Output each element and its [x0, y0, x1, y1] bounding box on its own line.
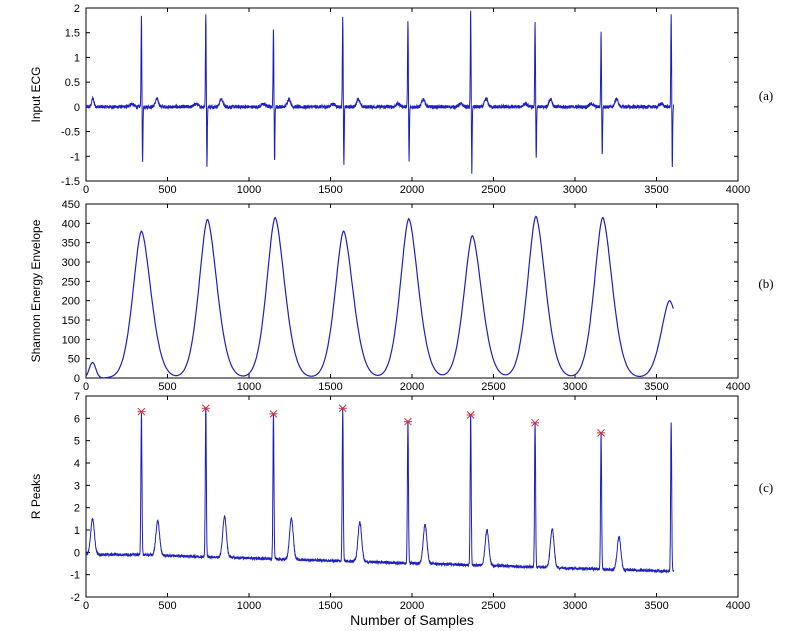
x-tick-label: 4000: [726, 381, 750, 393]
x-tick-label: 500: [158, 381, 176, 393]
y-tick-label: 200: [62, 296, 80, 308]
signal-trace: [85, 10, 675, 174]
y-tick-label: 4: [74, 458, 80, 470]
panel-label: (c): [759, 480, 773, 495]
x-tick-label: 1500: [318, 600, 342, 612]
y-tick-label: 50: [68, 354, 80, 366]
x-tick-label: 1500: [318, 184, 342, 196]
panel-label: (a): [759, 88, 773, 103]
x-tick-label: 4000: [726, 600, 750, 612]
panel-label: (b): [758, 276, 773, 291]
y-tick-label: 1: [74, 525, 80, 537]
r-peak-marker: [201, 404, 210, 413]
x-tick-label: 1000: [237, 381, 261, 393]
x-tick-label: 3500: [644, 184, 668, 196]
y-tick-label: 2: [74, 503, 80, 515]
x-tick-label: 0: [83, 600, 89, 612]
r-peak-marker: [597, 428, 606, 437]
y-tick-label: 100: [62, 334, 80, 346]
y-tick-label: 6: [74, 413, 80, 425]
y-tick-label: 5: [74, 436, 80, 448]
shannon-energy-panel: 0 500 1000 1500 2000 2500 3000 3500 4000 0 50 100 15…: [29, 199, 774, 393]
r-peak-marker: [269, 410, 278, 418]
x-tick-label: 2000: [400, 381, 424, 393]
y-tick-label: 2: [74, 3, 80, 15]
x-tick-label: 3500: [644, 381, 668, 393]
y-tick-label: 1: [74, 52, 80, 64]
x-tick-label: 2500: [481, 600, 505, 612]
plot-area: [85, 7, 739, 182]
x-tick-label: 4000: [726, 184, 750, 196]
r-peaks-panel: 0 500 1000 1500 2000 2500 3000 3500 4000 -2 -1 0 1 2 3…: [29, 391, 773, 628]
y-tick-label: 250: [62, 276, 80, 288]
x-tick-label: 3000: [563, 600, 587, 612]
y-axis-label: Input ECG: [29, 66, 43, 122]
x-tick-label: 0: [83, 184, 89, 196]
y-tick-label: 0: [74, 373, 80, 385]
x-tick-label: 3000: [563, 381, 587, 393]
r-peak-marker: [338, 404, 347, 413]
y-tick-label: 3: [74, 480, 80, 492]
x-tick-label: 2500: [481, 184, 505, 196]
r-peak-marker: [403, 417, 412, 426]
y-tick-label: 1.5: [65, 28, 80, 40]
x-tick-label: 500: [158, 184, 176, 196]
x-tick-label: 2000: [400, 600, 424, 612]
y-tick-label: -1: [70, 570, 80, 582]
y-axis-label: R Peaks: [29, 474, 43, 519]
y-tick-label: 7: [74, 391, 80, 403]
y-tick-label: 400: [62, 218, 80, 230]
y-tick-label: -2: [70, 592, 80, 604]
y-tick-label: -0.5: [61, 127, 80, 139]
x-tick-label: 3000: [563, 184, 587, 196]
x-tick-label: 1000: [237, 184, 261, 196]
y-tick-label: 0: [74, 102, 80, 114]
x-tick-label: 2000: [400, 184, 424, 196]
y-tick-label: -1.5: [61, 176, 80, 188]
x-tick-label: 3500: [644, 600, 668, 612]
y-tick-label: 450: [62, 199, 80, 211]
r-peak-marker: [531, 418, 540, 427]
x-tick-label: 1500: [318, 381, 342, 393]
r-peak-marker: [466, 411, 475, 419]
r-peak-marker: [137, 407, 146, 416]
plot-area: [85, 395, 739, 598]
y-tick-label: 0: [74, 547, 80, 559]
x-tick-label: 500: [158, 600, 176, 612]
input-ecg-panel: 0 500 1000 1500 2000 2500 3000 3500 4000 -1.5 -1 -0…: [29, 3, 773, 196]
y-axis-label: Shannon Energy Envelope: [29, 219, 43, 362]
x-tick-label: 0: [83, 381, 89, 393]
y-tick-label: 0.5: [65, 77, 80, 89]
y-tick-label: 300: [62, 257, 80, 269]
y-tick-label: 150: [62, 315, 80, 327]
x-tick-label: 2500: [481, 381, 505, 393]
signal-trace: [85, 215, 674, 379]
signal-trace: [85, 407, 675, 574]
y-tick-label: 350: [62, 238, 80, 250]
x-axis-label: Number of Samples: [350, 612, 474, 628]
y-tick-label: -1: [70, 151, 80, 163]
x-tick-label: 1000: [237, 600, 261, 612]
